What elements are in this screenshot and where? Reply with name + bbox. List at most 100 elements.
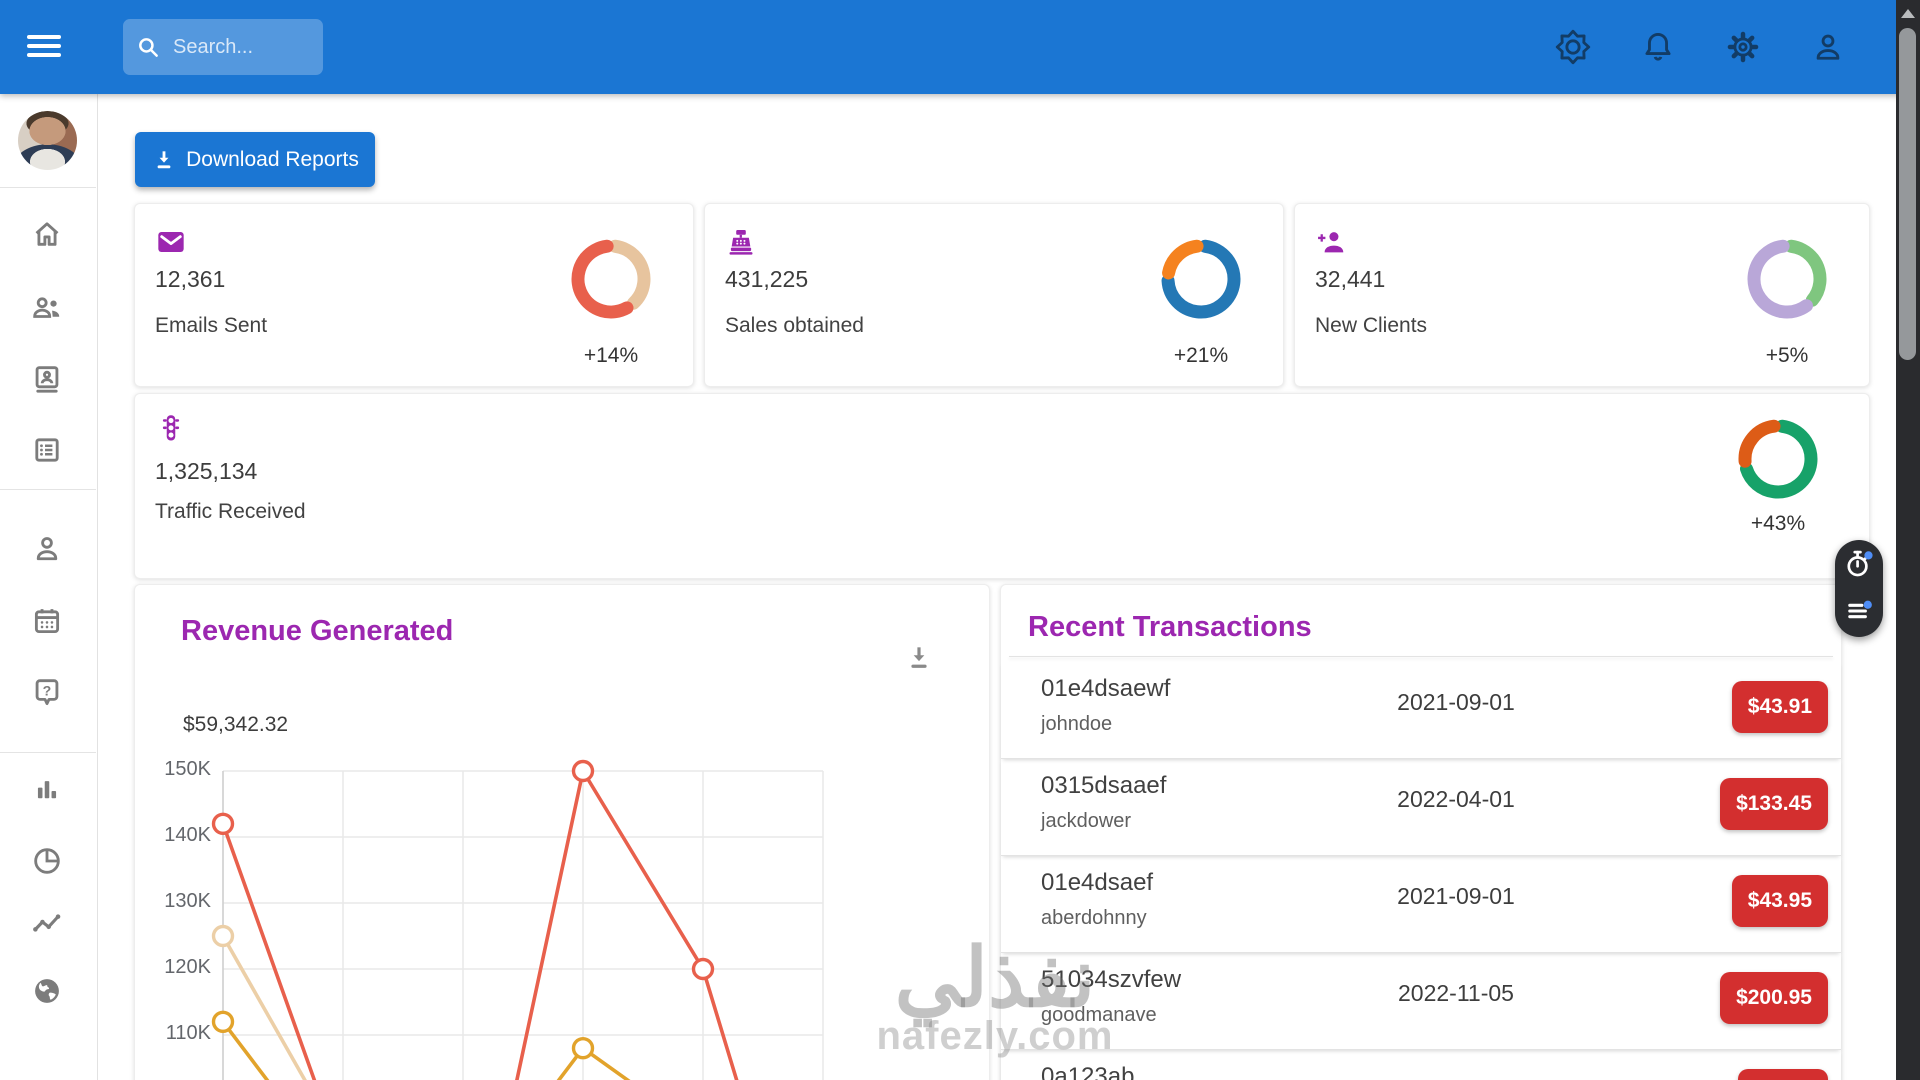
donut-chart-clients (1742, 234, 1832, 324)
transaction-row[interactable]: 0a123ab (1001, 1049, 1841, 1080)
sidebar-item-profile[interactable] (30, 529, 68, 567)
home-icon (35, 222, 58, 246)
sidebar-item-calendar[interactable] (30, 602, 68, 640)
stat-card-traffic: 1,325,134 Traffic Received +43% (134, 393, 1870, 579)
search-icon (139, 38, 158, 57)
svg-text:?: ? (42, 683, 51, 699)
donut-chart-sales (1156, 234, 1246, 324)
stat-card-sales: 431,225 Sales obtained +21% (704, 203, 1284, 387)
stat-percent: +43% (1750, 512, 1806, 535)
user-avatar[interactable] (18, 111, 77, 170)
revenue-chart-card: Revenue Generated $59,342.32 150K 140K 1… (134, 584, 990, 1080)
notifications-bell-icon (1645, 32, 1671, 61)
transaction-id: 51034szvfew (1041, 966, 1182, 993)
people-icon (32, 297, 59, 318)
revenue-title: Revenue Generated (181, 615, 454, 647)
stopwatch-icon (1847, 550, 1873, 577)
search-box[interactable] (123, 19, 323, 75)
divider (1009, 656, 1833, 657)
sidebar-item-help[interactable]: ? (30, 673, 68, 711)
chart-download-icon (911, 647, 927, 668)
contact-card-icon (35, 366, 58, 393)
sidebar-item-contacts[interactable] (30, 360, 68, 398)
transaction-id: 01e4dsaewf (1041, 675, 1171, 702)
menu-button[interactable] (27, 33, 69, 63)
user-icon (1816, 34, 1840, 60)
stat-percent: +5% (1765, 344, 1809, 367)
timeline-icon (32, 914, 60, 932)
transaction-row[interactable]: 0315dsaaef jackdower 2022-04-01 $133.45 (1001, 758, 1841, 856)
sidebar-item-bar-chart[interactable] (30, 770, 68, 808)
stat-percent: +14% (583, 344, 639, 367)
scroll-up-arrow-icon[interactable] (1901, 9, 1915, 18)
stat-percent: +21% (1173, 344, 1229, 367)
transaction-id: 01e4dsaef (1041, 869, 1154, 896)
person-icon (36, 537, 57, 561)
transaction-date: 2022-11-05 (1398, 980, 1514, 1006)
transaction-amount-badge: $200.95 (1720, 972, 1828, 1024)
donut-chart-emails (566, 234, 656, 324)
transaction-row[interactable]: 01e4dsaewf johndoe 2021-09-01 $43.91 (1001, 661, 1841, 759)
sidebar-item-list[interactable] (30, 431, 68, 469)
transaction-amount-badge: $43.95 (1731, 875, 1828, 927)
profile-button[interactable] (1810, 27, 1850, 67)
sidebar-divider (0, 187, 96, 188)
transaction-row[interactable]: 51034szvfew goodmanave 2022-11-05 $200.9… (1001, 952, 1841, 1050)
list-icon (34, 438, 59, 462)
transaction-user: johndoe (1041, 713, 1113, 735)
theme-toggle-button[interactable] (1555, 27, 1595, 67)
transaction-user: goodmanave (1041, 1004, 1157, 1026)
transactions-title: Recent Transactions (1028, 611, 1312, 643)
transaction-amount-badge: $133.45 (1720, 778, 1828, 830)
settings-button[interactable] (1725, 27, 1765, 67)
top-navbar (0, 0, 1920, 94)
sidebar-item-people[interactable] (30, 288, 68, 326)
person-add-icon (1318, 232, 1344, 253)
transaction-row[interactable]: 01e4dsaef aberdohnny 2021-09-01 $43.95 (1001, 855, 1841, 953)
list-lines-icon (1848, 600, 1872, 619)
sidebar-item-home[interactable] (30, 215, 68, 253)
cash-register-icon (729, 230, 753, 255)
y-axis-tick: 120K (164, 956, 211, 978)
pie-chart-icon (33, 848, 60, 874)
sidebar-item-pie-chart[interactable] (30, 842, 68, 880)
calendar-icon (34, 609, 59, 634)
chart-download-button[interactable] (903, 641, 937, 675)
menu-icon (27, 34, 61, 39)
sidebar-divider (0, 752, 96, 753)
revenue-line-chart (211, 759, 824, 1080)
floating-widget (1835, 540, 1883, 637)
y-axis-tick: 110K (165, 1022, 211, 1044)
stopwatch-button[interactable] (1835, 540, 1883, 584)
help-icon: ? (35, 679, 58, 706)
scrollbar-thumb[interactable] (1899, 28, 1916, 360)
stat-label: Traffic Received (155, 500, 306, 523)
notifications-button[interactable] (1640, 27, 1680, 67)
transaction-date: 2022-04-01 (1397, 786, 1515, 812)
stat-label: Sales obtained (725, 314, 864, 337)
transaction-amount-badge: $43.91 (1731, 681, 1828, 733)
stat-label: Emails Sent (155, 314, 268, 337)
globe-icon (34, 979, 59, 1003)
sidebar-item-globe[interactable] (30, 972, 68, 1010)
transaction-id: 0a123ab (1041, 1063, 1135, 1080)
y-axis-tick: 140K (164, 824, 211, 846)
stat-label: New Clients (1315, 314, 1428, 337)
transaction-date: 2021-09-01 (1397, 883, 1515, 909)
transaction-amount-badge (1738, 1069, 1828, 1080)
settings-gear-icon (1727, 31, 1759, 63)
sidebar-divider (0, 489, 96, 490)
task-list-button[interactable] (1835, 589, 1883, 633)
theme-sun-icon (1555, 29, 1591, 65)
recent-transactions-card: Recent Transactions 01e4dsaewf johndoe 2… (1000, 584, 1842, 1080)
sidebar-item-timeline[interactable] (30, 905, 68, 943)
download-reports-button[interactable]: Download Reports (135, 132, 375, 187)
stat-value: 32,441 (1315, 266, 1386, 292)
vertical-scrollbar[interactable] (1896, 0, 1920, 1080)
y-axis-tick: 130K (164, 890, 211, 912)
y-axis-tick: 150K (164, 758, 211, 780)
revenue-amount: $59,342.32 (183, 713, 289, 736)
search-input[interactable] (171, 34, 311, 60)
transaction-user: jackdower (1041, 810, 1132, 832)
